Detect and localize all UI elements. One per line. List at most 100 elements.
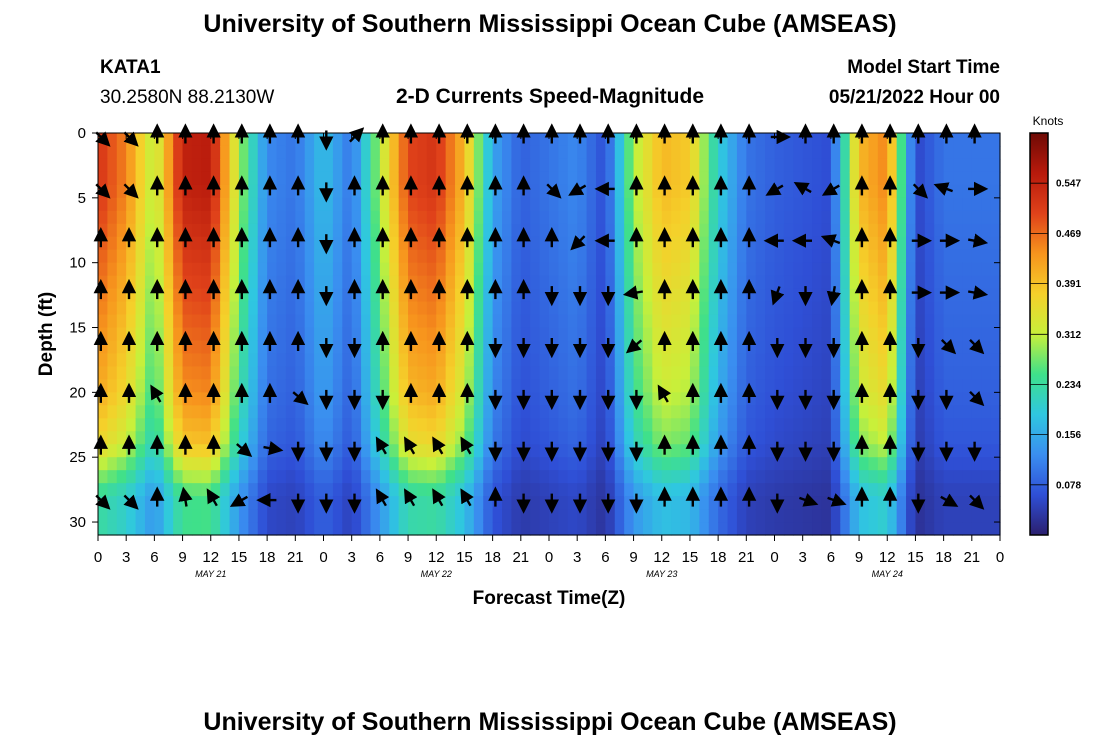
heatmap-cell: [370, 457, 381, 471]
heatmap-cell: [962, 236, 973, 251]
heatmap-cell: [802, 327, 813, 342]
heatmap-cell: [774, 509, 785, 523]
heatmap-cell: [783, 509, 794, 523]
heatmap-cell: [191, 223, 202, 238]
heatmap-cell: [295, 236, 306, 251]
heatmap-cell: [755, 470, 766, 484]
heatmap-cell: [887, 223, 898, 238]
heatmap-cell: [492, 366, 503, 380]
heatmap-cell: [896, 457, 907, 471]
heatmap-cell: [718, 457, 729, 471]
heatmap-cell: [445, 353, 456, 368]
heatmap-cell: [220, 431, 231, 445]
heatmap-cell: [830, 314, 841, 329]
x-tick-label: 0: [545, 549, 553, 566]
heatmap-cell: [642, 522, 653, 536]
heatmap-cell: [182, 405, 193, 419]
heatmap-cell: [220, 184, 231, 199]
heatmap-cell: [887, 444, 898, 458]
heatmap-cell: [332, 275, 343, 290]
heatmap-cell: [727, 444, 738, 458]
heatmap-cell: [107, 366, 118, 380]
heatmap-cell: [549, 171, 559, 186]
heatmap-cell: [408, 275, 419, 290]
heatmap-cell: [934, 249, 945, 264]
heatmap-cell: [530, 262, 541, 277]
heatmap-cell: [652, 236, 663, 251]
heatmap-cell: [896, 340, 907, 355]
heatmap-cell: [201, 340, 212, 355]
heatmap-cell: [248, 288, 259, 303]
heatmap-cell: [473, 353, 484, 368]
heatmap-cell: [539, 171, 550, 186]
heatmap-cell: [765, 522, 776, 536]
heatmap-cell: [915, 418, 926, 432]
heatmap-cell: [210, 184, 221, 199]
heatmap-cell: [257, 327, 268, 342]
heatmap-cell: [586, 405, 597, 419]
heatmap-cell: [614, 262, 625, 277]
heatmap-cell: [483, 288, 494, 303]
x-tick-label: 15: [907, 549, 924, 566]
heatmap-cell: [483, 457, 494, 471]
heatmap-cell: [924, 496, 935, 510]
heatmap-cell: [614, 353, 625, 368]
heatmap-cell: [624, 392, 635, 406]
heatmap-cell: [642, 133, 653, 147]
heatmap-cell: [689, 379, 700, 393]
heatmap-cell: [943, 392, 954, 406]
heatmap-cell: [633, 197, 644, 212]
heatmap-cell: [689, 158, 700, 173]
heatmap-cell: [426, 262, 437, 277]
heatmap-cell: [953, 392, 964, 406]
heatmap-cell: [126, 470, 137, 484]
heatmap-cell: [849, 145, 860, 160]
heatmap-cell: [342, 223, 353, 238]
heatmap-cell: [276, 431, 287, 445]
heatmap-cell: [483, 392, 494, 406]
heatmap-cell: [812, 353, 823, 368]
heatmap-cell: [586, 171, 597, 186]
heatmap-cell: [830, 431, 841, 445]
heatmap-cell: [906, 418, 917, 432]
heatmap-cell: [849, 327, 860, 342]
heatmap-cell: [906, 496, 917, 510]
heatmap-cell: [633, 444, 644, 458]
heatmap-cell: [652, 418, 663, 432]
heatmap-cell: [953, 210, 964, 225]
heatmap-cell: [689, 457, 700, 471]
heatmap-cell: [483, 431, 494, 445]
heatmap-cell: [821, 133, 832, 147]
heatmap-cell: [238, 392, 249, 406]
heatmap-cell: [614, 444, 625, 458]
heatmap-cell: [126, 288, 137, 303]
heatmap-cell: [586, 496, 597, 510]
heatmap-cell: [671, 210, 682, 225]
heatmap-cell: [887, 133, 898, 147]
heatmap-cell: [539, 522, 550, 536]
heatmap-cell: [577, 431, 588, 445]
heatmap-cell: [727, 262, 738, 277]
heatmap-cell: [144, 236, 155, 251]
heatmap-cell: [708, 249, 719, 264]
heatmap-cell: [144, 392, 155, 406]
heatmap-cell: [126, 327, 137, 342]
heatmap-cell: [135, 444, 146, 458]
heatmap-cell: [210, 145, 221, 160]
heatmap-cell: [708, 405, 719, 419]
heatmap-cell: [990, 262, 1001, 277]
heatmap-cell: [849, 470, 860, 484]
heatmap-cell: [257, 133, 268, 147]
heatmap-cell: [182, 470, 193, 484]
heatmap-cell: [295, 288, 306, 303]
heatmap-cell: [210, 340, 221, 355]
heatmap-cell: [370, 444, 381, 458]
x-tick-label: 3: [573, 549, 581, 566]
heatmap-cell: [840, 184, 851, 199]
heatmap-cell: [323, 145, 334, 160]
heatmap-cell: [182, 340, 193, 355]
heatmap-cell: [934, 405, 945, 419]
heatmap-cell: [173, 301, 184, 316]
heatmap-cell: [483, 158, 494, 173]
day-label: MAY 22: [421, 569, 452, 579]
